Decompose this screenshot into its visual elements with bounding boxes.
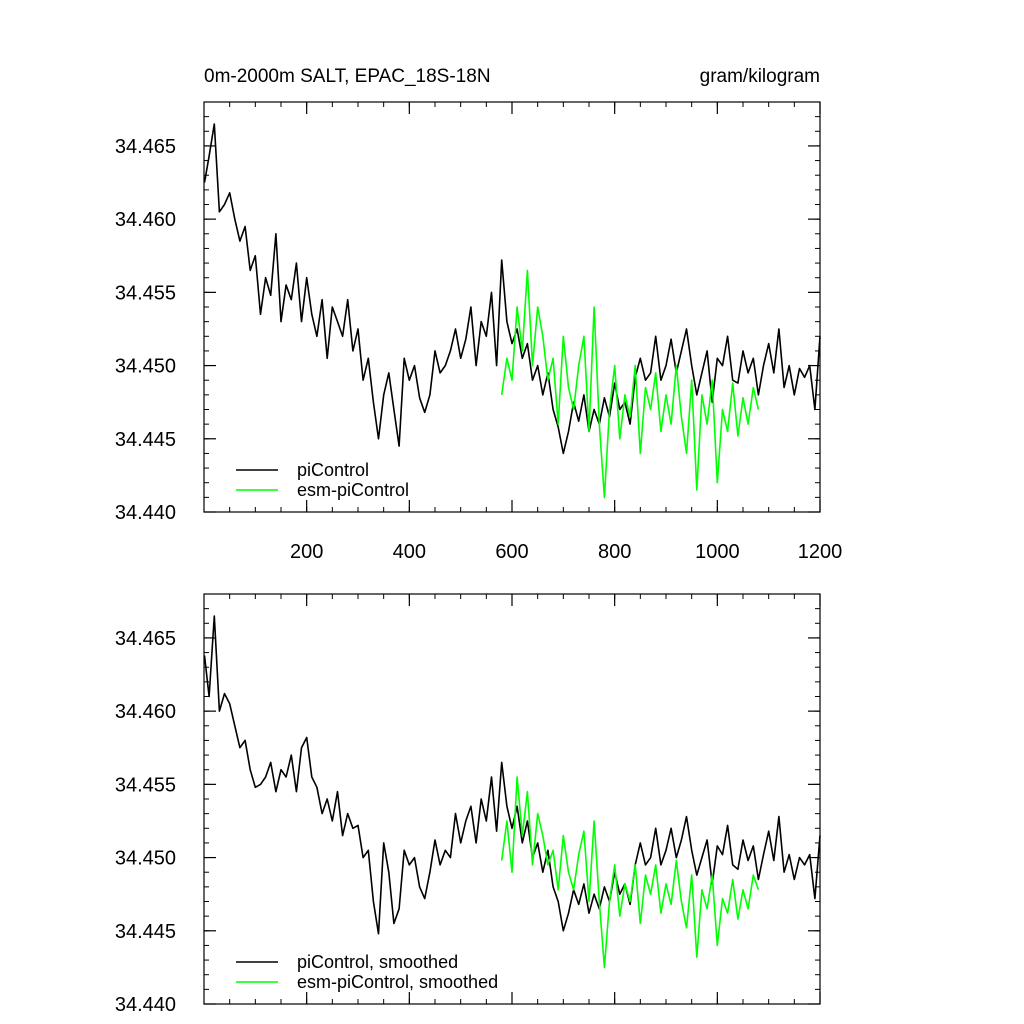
- y-tick-label: 34.440: [115, 994, 176, 1016]
- series-group: [203, 615, 821, 969]
- legend: piControl esm-piControl: [236, 460, 409, 500]
- y-tick-label: 34.450: [115, 848, 176, 870]
- axis-ticks: 34.440 34.445 34.450 34.455 34.460 34.465 200 4…: [115, 101, 843, 563]
- y-tick-label: 34.445: [115, 429, 176, 451]
- y-tick-label: 34.440: [115, 502, 176, 524]
- y-tick-label: 34.450: [115, 356, 176, 378]
- series-line-esm-picontrol: [500, 776, 760, 969]
- legend-label-esm-picontrol: esm-piControl: [297, 480, 409, 500]
- series-group: [203, 123, 821, 499]
- y-tick-label: 34.460: [115, 701, 176, 723]
- plot-frame: [203, 101, 821, 513]
- x-tick-label: 1200: [798, 541, 843, 563]
- x-tick-label: 200: [290, 541, 323, 563]
- y-tick-label: 34.460: [115, 209, 176, 231]
- legend-label-esm-picontrol-smoothed: esm-piControl, smoothed: [297, 972, 498, 992]
- panel-bottom: 34.440 34.445 34.450 34.455 34.460 34.465 piC…: [115, 593, 821, 1016]
- y-tick-label: 34.445: [115, 921, 176, 943]
- legend-label-picontrol-smoothed: piControl, smoothed: [297, 952, 458, 972]
- x-tick-label: 600: [495, 541, 528, 563]
- y-tick-label: 34.455: [115, 774, 176, 796]
- x-tick-label: 400: [393, 541, 426, 563]
- legend: piControl, smoothed esm-piControl, smoot…: [236, 952, 498, 992]
- plot-frame: [203, 593, 821, 1005]
- legend-label-picontrol: piControl: [297, 460, 369, 480]
- y-tick-label: 34.465: [115, 136, 176, 158]
- y-tick-label: 34.465: [115, 628, 176, 650]
- series-line-esm-picontrol: [500, 269, 760, 499]
- series-line-picontrol: [203, 615, 821, 935]
- y-tick-label: 34.455: [115, 282, 176, 304]
- axis-ticks: 34.440 34.445 34.450 34.455 34.460 34.465: [115, 593, 821, 1016]
- series-line-picontrol: [203, 123, 821, 455]
- x-tick-label: 1000: [695, 541, 740, 563]
- panel-top: 0m-2000m SALT, EPAC_18S-18N gram/kilogra…: [115, 66, 842, 563]
- panel-units: gram/kilogram: [700, 66, 820, 87]
- x-tick-label: 800: [598, 541, 631, 563]
- panel-title: 0m-2000m SALT, EPAC_18S-18N: [204, 66, 491, 87]
